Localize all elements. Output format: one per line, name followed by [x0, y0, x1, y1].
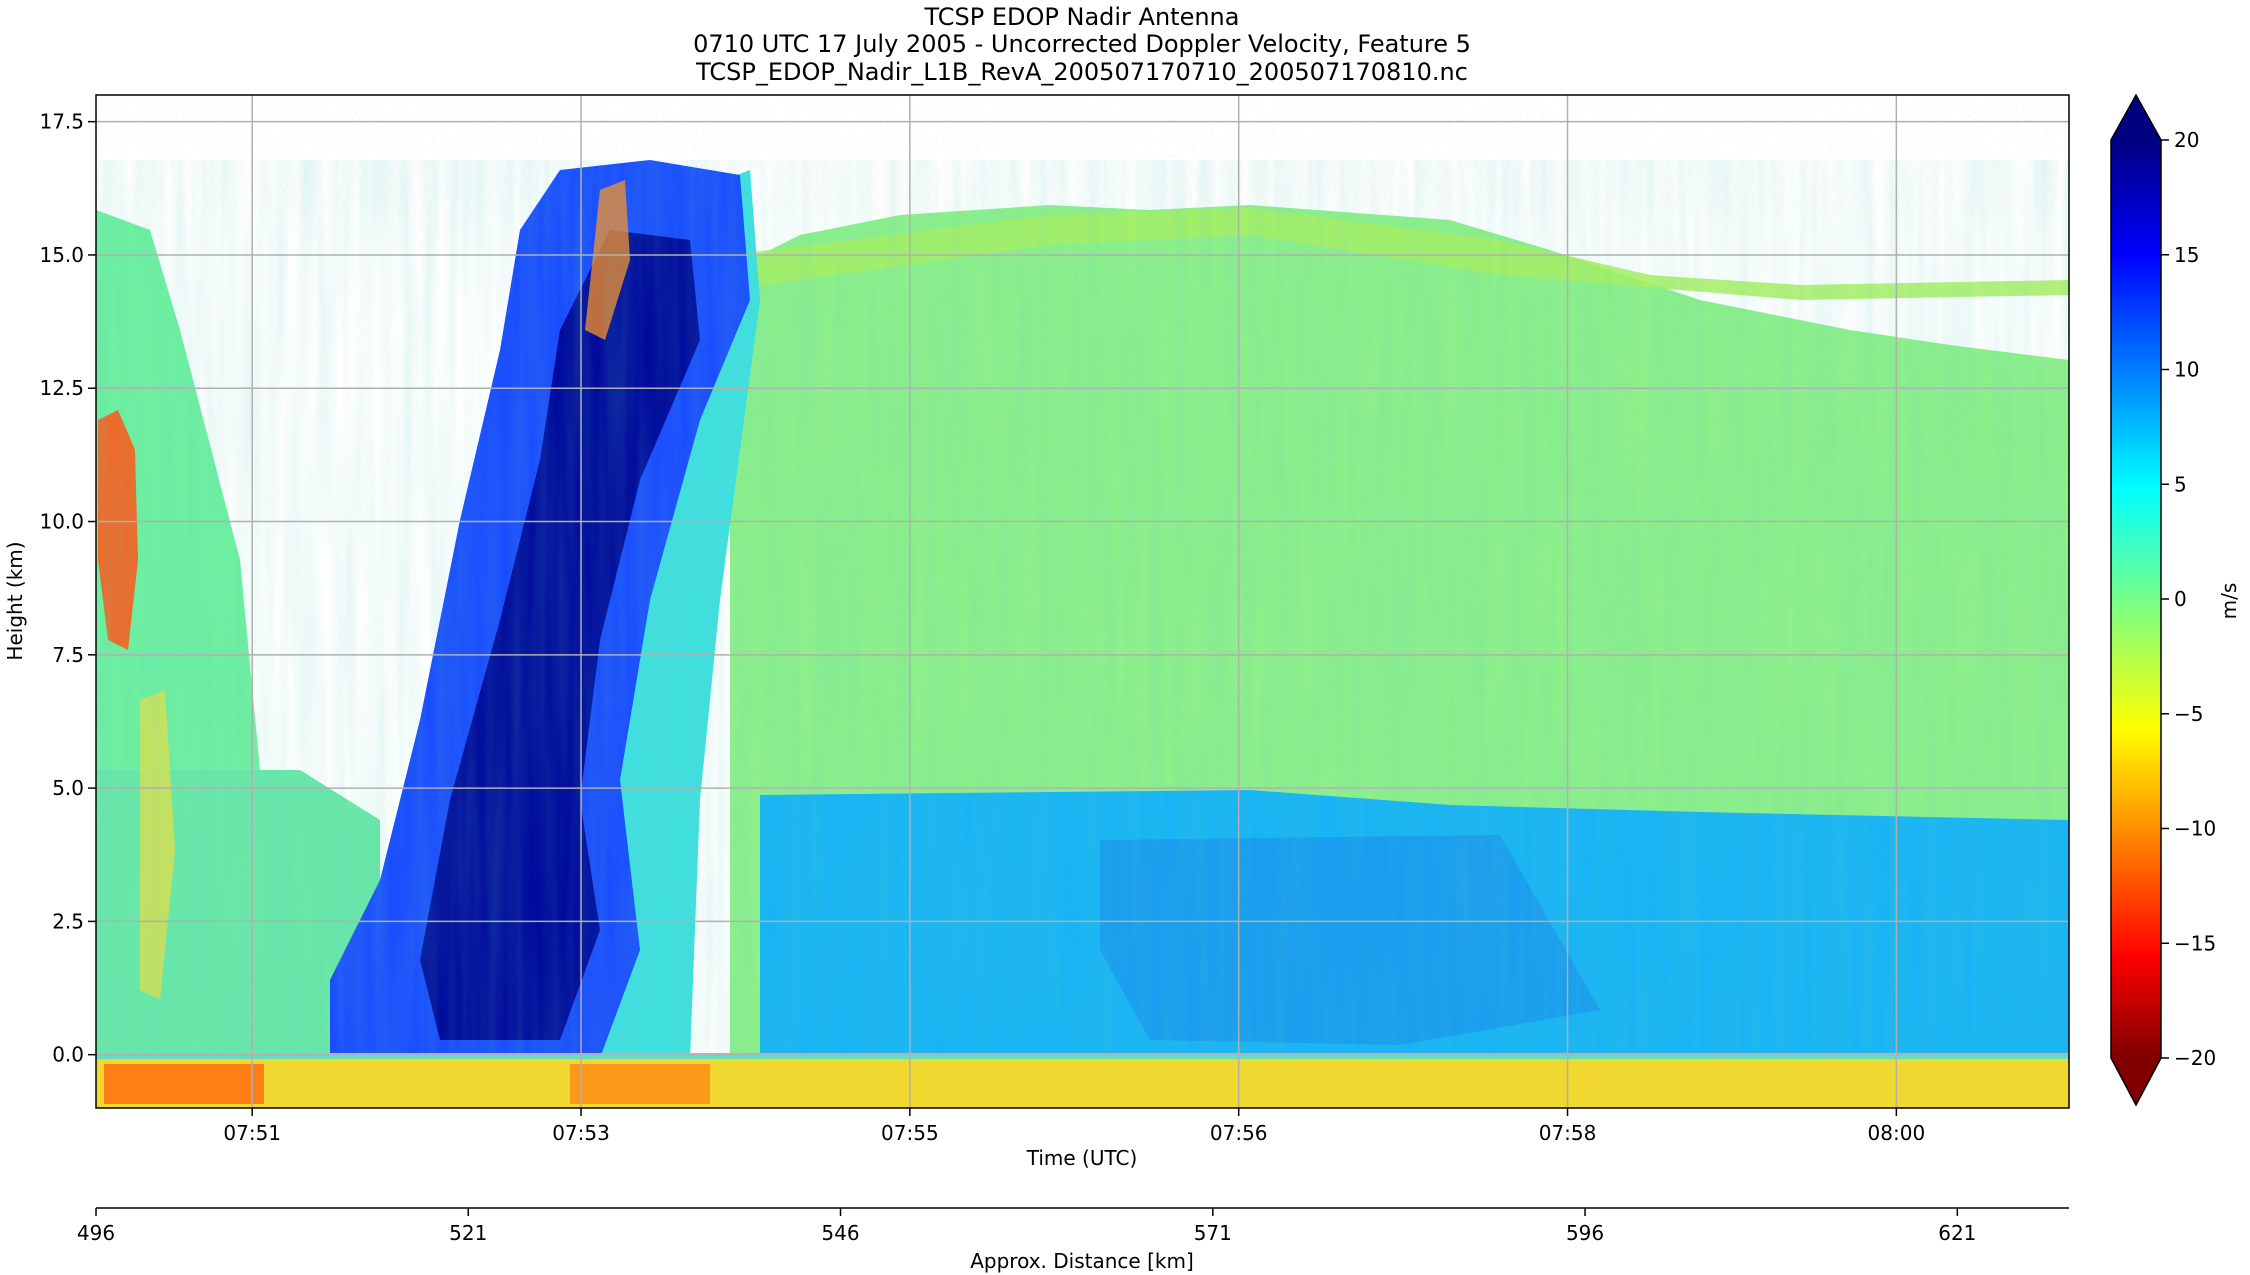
- x-axis-label: Time (UTC): [1026, 1146, 1138, 1170]
- y-tick-label: 10.0: [39, 510, 84, 534]
- y-axis-label: Height (km): [3, 541, 27, 660]
- y-axis: 0.0 2.5 5.0 7.5 10.0 12.5 15.0 17.5: [39, 110, 96, 1067]
- colorbar-ticks: 20 15 10 5 0 −5 −10 −15 −20: [2161, 128, 2216, 1070]
- colorbar-tick-label: 20: [2174, 128, 2199, 152]
- secondary-tick-label: 546: [821, 1221, 859, 1245]
- colorbar-tick-label: 0: [2174, 587, 2187, 611]
- secondary-axis: 496 521 546 571 596 621: [77, 1208, 1976, 1245]
- secondary-tick-label: 521: [449, 1221, 487, 1245]
- x-tick-label: 07:51: [223, 1121, 281, 1145]
- colorbar: 20 15 10 5 0 −5 −10 −15 −20 m/s: [2110, 93, 2241, 1107]
- x-axis: 07:51 07:53 07:55 07:56 07:58 08:00: [223, 1108, 1925, 1145]
- colorbar-tick-label: −10: [2174, 817, 2216, 841]
- plot-frame: [95, 94, 2070, 1109]
- y-tick-label: 2.5: [52, 909, 84, 933]
- secondary-tick-label: 621: [1938, 1221, 1976, 1245]
- title-line-2: 0710 UTC 17 July 2005 - Uncorrected Dopp…: [693, 30, 1471, 58]
- secondary-axis-label: Approx. Distance [km]: [970, 1249, 1194, 1273]
- colorbar-tick-label: 15: [2174, 243, 2199, 267]
- colorbar-tick-label: −20: [2174, 1046, 2216, 1070]
- colorbar-tick-label: −15: [2174, 931, 2216, 955]
- streak-texture: [96, 160, 2069, 1060]
- title-line-1: TCSP EDOP Nadir Antenna: [924, 3, 1240, 31]
- colorbar-label: m/s: [2217, 583, 2241, 620]
- colorbar-extend-bottom: [2111, 1058, 2161, 1105]
- x-tick-label: 08:00: [1868, 1121, 1926, 1145]
- colorbar-extend-top: [2111, 95, 2161, 140]
- y-tick-label: 5.0: [52, 776, 84, 800]
- chart-title: TCSP EDOP Nadir Antenna 0710 UTC 17 July…: [693, 3, 1471, 86]
- x-tick-label: 07:56: [1210, 1121, 1268, 1145]
- surface-return-line: [96, 1053, 2069, 1059]
- colorbar-tick-label: −5: [2174, 702, 2203, 726]
- surface-return-hot-2: [570, 1064, 710, 1104]
- plot-area: [96, 95, 2069, 1108]
- colorbar-tick-label: 5: [2174, 472, 2187, 496]
- secondary-tick-label: 596: [1566, 1221, 1604, 1245]
- title-line-3: TCSP_EDOP_Nadir_L1B_RevA_200507170710_20…: [695, 58, 1468, 86]
- x-tick-label: 07:53: [552, 1121, 610, 1145]
- colorbar-body: [2111, 140, 2161, 1058]
- y-tick-label: 0.0: [52, 1043, 84, 1067]
- y-tick-label: 15.0: [39, 243, 84, 267]
- x-tick-label: 07:55: [881, 1121, 939, 1145]
- secondary-tick-label: 496: [77, 1221, 115, 1245]
- surface-return: [96, 1058, 2069, 1108]
- y-tick-label: 7.5: [52, 643, 84, 667]
- y-tick-label: 12.5: [39, 376, 84, 400]
- colorbar-tick-label: 10: [2174, 358, 2199, 382]
- y-tick-label: 17.5: [39, 110, 84, 134]
- grid: [96, 95, 2069, 1108]
- surface-return-hot-1: [104, 1064, 264, 1104]
- secondary-tick-label: 571: [1194, 1221, 1232, 1245]
- x-tick-label: 07:58: [1539, 1121, 1597, 1145]
